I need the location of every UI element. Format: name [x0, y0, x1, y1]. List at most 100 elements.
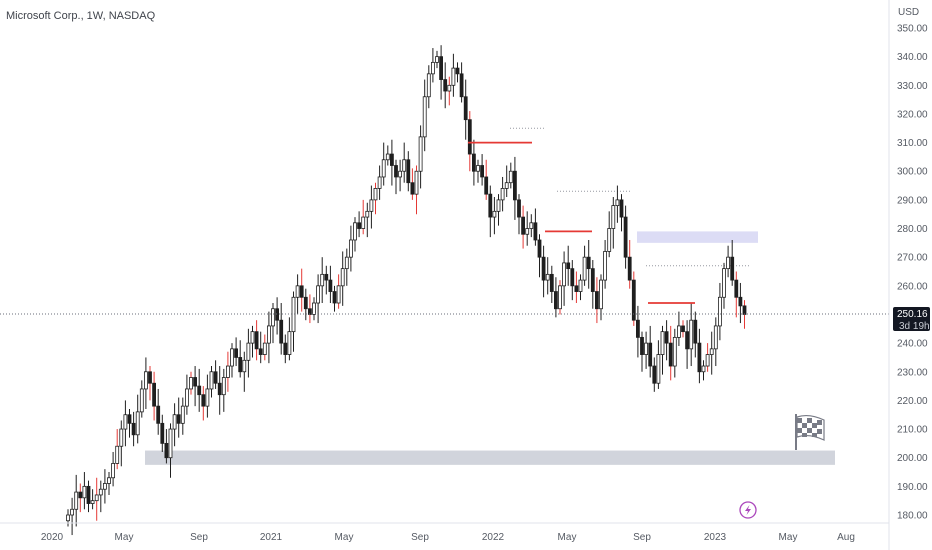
- bar-countdown: 3d 19h: [899, 321, 930, 332]
- candle: [115, 429, 120, 470]
- candle: [344, 248, 349, 286]
- candle: [426, 65, 431, 109]
- candle: [74, 474, 79, 527]
- support-zone[interactable]: [145, 450, 835, 465]
- candle: [168, 423, 173, 478]
- price-tick: 230.00: [897, 367, 928, 378]
- candle: [611, 197, 616, 249]
- candle: [82, 472, 87, 510]
- time-tick: May: [115, 532, 134, 543]
- candle: [176, 397, 181, 438]
- candle: [160, 414, 165, 452]
- candle: [225, 351, 230, 392]
- candle: [271, 303, 275, 344]
- candle: [385, 145, 390, 166]
- price-tick: 290.00: [897, 195, 928, 206]
- candle: [664, 320, 669, 361]
- candle: [238, 340, 243, 378]
- candle: [394, 159, 398, 195]
- candle: [90, 489, 95, 510]
- time-tick: 2021: [260, 532, 283, 543]
- price-tick: 190.00: [897, 482, 928, 493]
- candle: [94, 477, 99, 521]
- candle: [135, 394, 140, 444]
- candle: [201, 386, 206, 421]
- candle: [492, 197, 497, 235]
- candle: [328, 265, 333, 304]
- candle: [361, 199, 366, 235]
- candle: [455, 62, 460, 83]
- lightning-icon[interactable]: [739, 501, 757, 519]
- candle: [357, 211, 362, 238]
- candle: [66, 509, 70, 527]
- candle: [640, 331, 644, 372]
- price-tick: 330.00: [897, 81, 928, 92]
- candle: [246, 328, 251, 378]
- candle: [242, 351, 247, 392]
- candle: [103, 469, 107, 504]
- price-tick: 180.00: [897, 511, 928, 522]
- candle: [180, 397, 185, 435]
- candle: [107, 472, 111, 495]
- candle: [599, 274, 603, 321]
- candle: [693, 311, 698, 358]
- candle: [615, 185, 620, 223]
- candle: [332, 285, 337, 312]
- candle: [287, 317, 292, 361]
- time-tick: 2022: [482, 532, 505, 543]
- candle: [603, 239, 607, 289]
- last-price-value: 250.16: [897, 309, 928, 320]
- candle: [414, 165, 419, 215]
- candle: [266, 311, 271, 364]
- candle: [320, 257, 325, 304]
- candle: [291, 291, 296, 352]
- price-tick: 300.00: [897, 167, 928, 178]
- last-price-badge: 250.16 3d 19h: [893, 307, 930, 332]
- time-tick: May: [558, 532, 577, 543]
- price-axis-ticks[interactable]: 350.00 340.00 330.00 320.00 310.00 300.00 290.…: [897, 24, 928, 522]
- candle: [582, 245, 587, 286]
- price-tick: 350.00: [897, 24, 928, 35]
- candle: [443, 62, 448, 109]
- candle: [98, 480, 103, 513]
- candle: [705, 343, 710, 372]
- candle: [595, 277, 599, 324]
- candle: [652, 357, 657, 392]
- candle: [143, 357, 148, 410]
- candle: [627, 239, 632, 289]
- candle: [726, 245, 730, 278]
- candle: [127, 409, 132, 438]
- candle: [283, 334, 288, 364]
- candle: [209, 366, 214, 398]
- price-tick: 270.00: [897, 253, 928, 264]
- candle: [324, 265, 329, 295]
- candle: [184, 374, 189, 415]
- candle: [471, 139, 476, 186]
- candle: [197, 368, 202, 412]
- candle: [738, 282, 743, 324]
- time-axis-ticks[interactable]: 2020 May Sep 2021 May Sep 2022 May Sep 2023 May Aug: [41, 532, 855, 543]
- candle: [279, 303, 284, 355]
- candle: [275, 297, 280, 335]
- resistance-zone[interactable]: [637, 231, 758, 243]
- time-tick: 2023: [704, 532, 727, 543]
- candle: [70, 497, 74, 536]
- candle: [299, 268, 304, 312]
- candle: [623, 205, 628, 269]
- candle: [230, 343, 234, 378]
- candle: [447, 76, 452, 106]
- candle: [172, 403, 177, 447]
- candle: [672, 328, 677, 378]
- candle: [660, 325, 665, 375]
- candle: [701, 360, 706, 381]
- candle: [513, 156, 517, 220]
- candle: [312, 297, 316, 321]
- checkered-flag-icon[interactable]: [795, 414, 825, 450]
- candle: [529, 214, 534, 238]
- candle: [439, 45, 444, 100]
- candle: [537, 234, 542, 278]
- candle: [459, 62, 464, 103]
- candle: [681, 320, 685, 338]
- candle: [636, 305, 640, 358]
